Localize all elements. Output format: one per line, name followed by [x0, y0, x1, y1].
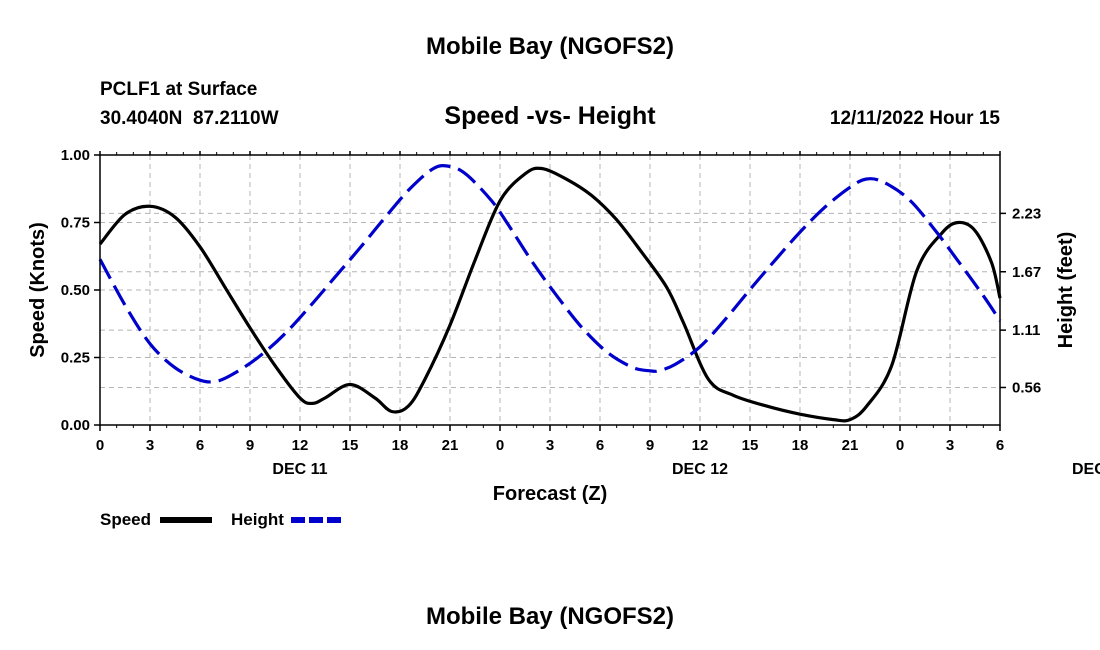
- x-tick-label: 3: [546, 437, 554, 454]
- x-tick-label: 15: [742, 437, 759, 454]
- date-label: DEC 12: [672, 461, 728, 478]
- x-tick-label: 21: [842, 437, 859, 454]
- y-left-tick-label: 0.25: [61, 350, 90, 367]
- x-tick-label: 18: [392, 437, 409, 454]
- y-axis-right-label: Height (feet): [1055, 232, 1077, 349]
- y-left-tick-label: 0.50: [61, 282, 90, 299]
- legend: Speed Height: [100, 510, 342, 529]
- grid-lines: [100, 155, 1000, 425]
- y-right-tick-label: 0.56: [1012, 379, 1041, 396]
- x-tick-label: 6: [196, 437, 204, 454]
- x-tick-label: 3: [146, 437, 154, 454]
- y-left-tick-label: 0.75: [61, 215, 90, 232]
- y-left-tick-label: 0.00: [61, 417, 90, 434]
- forecast-datetime: 12/11/2022 Hour 15: [830, 108, 1000, 129]
- station-label: PCLF1 at Surface: [100, 79, 257, 100]
- x-tick-label: 18: [792, 437, 809, 454]
- x-axis-label: Forecast (Z): [493, 483, 607, 505]
- station-coordinates: 30.4040N 87.2110W: [100, 108, 279, 129]
- x-tick-label: 0: [496, 437, 504, 454]
- x-tick-label: 21: [442, 437, 459, 454]
- speed-series-line: [98, 166, 1002, 423]
- x-tick-label: 6: [596, 437, 604, 454]
- y-axis-left-label: Speed (Knots): [27, 222, 49, 358]
- y-right-tick-label: 1.67: [1012, 264, 1041, 281]
- x-tick-label: 6: [996, 437, 1004, 454]
- x-tick-label: 15: [342, 437, 359, 454]
- x-tick-label: 3: [946, 437, 954, 454]
- date-label: DEC 11: [272, 461, 327, 478]
- x-tick-label: 9: [646, 437, 654, 454]
- legend-height-label: Height: [231, 510, 284, 529]
- y-right-tick-label: 1.11: [1012, 322, 1040, 339]
- chart-subtitle: Speed -vs- Height: [444, 102, 656, 130]
- x-tick-label: 0: [896, 437, 904, 454]
- height-series-line: [98, 164, 1002, 384]
- axes-layer: 0 3 6 9 12 15 18 21 0 3 6 9 12 15 18 21 0 3 6 DEC 11 DEC 12 D…: [61, 147, 1100, 478]
- chart-title: Mobile Bay (NGOFS2): [426, 33, 674, 60]
- x-tick-label: 9: [246, 437, 254, 454]
- x-tick-label: 0: [96, 437, 104, 454]
- y-right-tick-label: 2.23: [1012, 205, 1041, 222]
- x-tick-label: 12: [292, 437, 309, 454]
- series-layer: [98, 164, 1002, 423]
- x-tick-label: 12: [692, 437, 709, 454]
- date-label: DEC 13: [1072, 461, 1100, 478]
- footer-title: Mobile Bay (NGOFS2): [426, 603, 674, 630]
- legend-speed-label: Speed: [100, 510, 151, 529]
- y-left-tick-label: 1.00: [61, 147, 90, 164]
